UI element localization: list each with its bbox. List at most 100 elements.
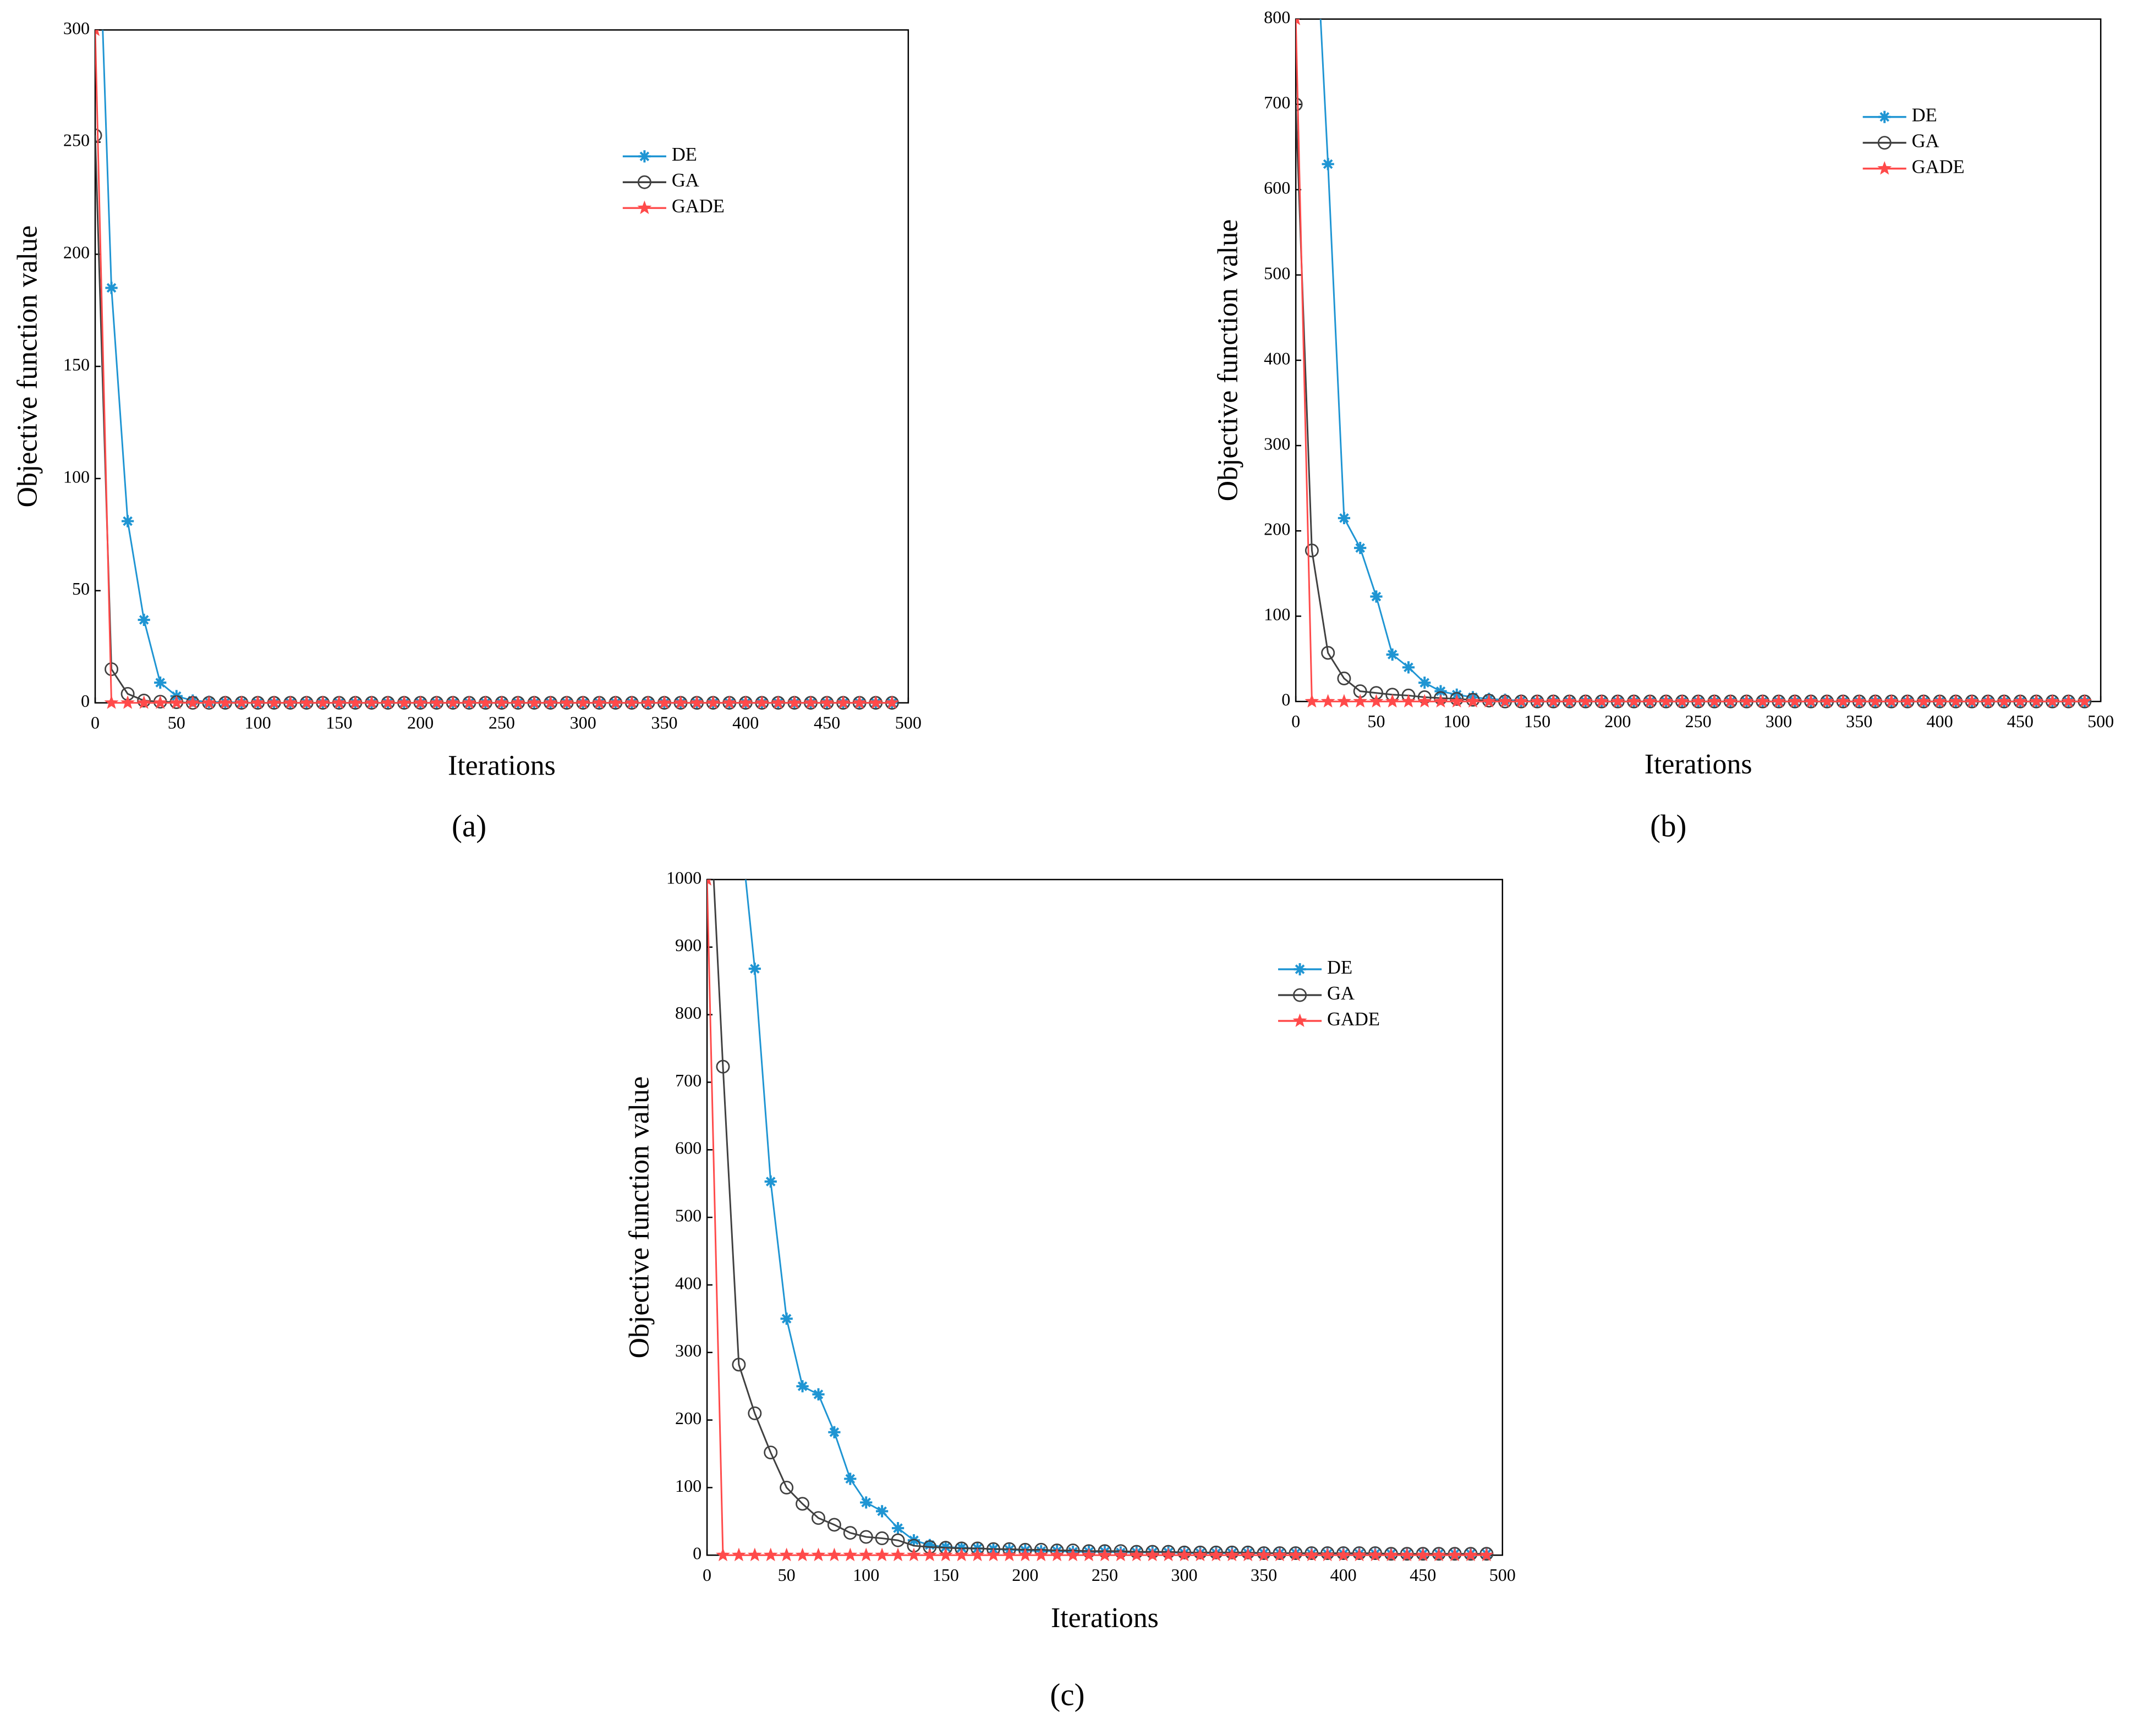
y-tick-label: 150 bbox=[63, 354, 90, 374]
y-tick-label: 200 bbox=[675, 1408, 701, 1428]
legend-label: GADE bbox=[1327, 1009, 1380, 1030]
marker bbox=[2013, 694, 2027, 708]
x-tick-label: 450 bbox=[1410, 1565, 1436, 1585]
marker bbox=[852, 695, 867, 709]
marker bbox=[1900, 694, 1915, 708]
marker bbox=[1418, 677, 1431, 689]
x-tick-label: 500 bbox=[895, 713, 922, 733]
marker bbox=[1241, 1547, 1256, 1562]
marker bbox=[511, 695, 525, 709]
marker bbox=[706, 695, 721, 709]
marker bbox=[494, 695, 509, 709]
marker bbox=[1177, 1547, 1192, 1562]
marker bbox=[970, 1547, 985, 1562]
marker bbox=[2061, 694, 2076, 708]
marker bbox=[169, 695, 184, 709]
legend-entry: GADE bbox=[622, 196, 725, 217]
marker bbox=[1337, 671, 1351, 685]
legend-marker bbox=[1294, 963, 1306, 976]
marker bbox=[764, 1175, 777, 1188]
marker bbox=[299, 695, 314, 709]
marker bbox=[1466, 694, 1481, 708]
marker bbox=[1626, 694, 1641, 708]
marker bbox=[592, 695, 607, 709]
y-axis-label: Objective function value bbox=[623, 1076, 655, 1359]
x-tick-label: 350 bbox=[1251, 1565, 1277, 1585]
x-tick-label: 450 bbox=[814, 713, 840, 733]
marker bbox=[938, 1547, 953, 1562]
panel-label: (b) bbox=[1650, 809, 1686, 844]
marker bbox=[1432, 1547, 1446, 1562]
y-tick-label: 50 bbox=[72, 579, 90, 598]
x-tick-label: 500 bbox=[1489, 1565, 1516, 1585]
x-tick-label: 0 bbox=[91, 713, 100, 733]
marker bbox=[2077, 694, 2092, 708]
marker bbox=[332, 695, 347, 709]
marker bbox=[748, 963, 761, 975]
chart: 0 100 200 300 400 500 600 700 800 0 50 100 150 200 250… bbox=[1212, 7, 2114, 844]
marker bbox=[1884, 694, 1899, 708]
legend-marker bbox=[637, 175, 651, 189]
y-axis-label: Objective function value bbox=[12, 226, 43, 508]
x-tick-label: 450 bbox=[2007, 711, 2034, 731]
marker bbox=[1804, 694, 1818, 708]
marker bbox=[795, 1547, 810, 1562]
x-axis-label: Iterations bbox=[1645, 749, 1752, 780]
marker bbox=[1305, 543, 1319, 558]
marker bbox=[836, 695, 851, 709]
plot-frame bbox=[1295, 18, 2102, 702]
marker bbox=[185, 695, 200, 709]
marker bbox=[1433, 694, 1448, 708]
chart: 0 50 100 150 200 250 300 0 50 100 150 200 250 300 350 4… bbox=[12, 18, 922, 844]
marker bbox=[1642, 694, 1657, 708]
marker bbox=[1320, 1547, 1335, 1562]
x-tick-label: 250 bbox=[489, 713, 515, 733]
marker bbox=[891, 1533, 905, 1547]
marker bbox=[2045, 694, 2060, 708]
x-tick-label: 50 bbox=[778, 1565, 796, 1585]
marker bbox=[1417, 694, 1432, 708]
x-tick-label: 200 bbox=[407, 713, 434, 733]
marker bbox=[859, 1530, 873, 1544]
marker bbox=[803, 695, 818, 709]
marker bbox=[1161, 1547, 1176, 1562]
marker bbox=[1353, 694, 1368, 708]
marker bbox=[1336, 1547, 1351, 1562]
marker bbox=[1177, 1545, 1191, 1559]
x-axis-label: Iterations bbox=[1051, 1602, 1159, 1634]
legend-marker bbox=[1877, 136, 1892, 150]
marker bbox=[1370, 590, 1383, 603]
marker bbox=[891, 1521, 905, 1535]
marker bbox=[731, 1547, 746, 1562]
marker bbox=[748, 1406, 762, 1420]
marker bbox=[1354, 542, 1367, 554]
marker bbox=[1385, 694, 1400, 708]
x-tick-label: 200 bbox=[1012, 1565, 1038, 1585]
marker bbox=[716, 1059, 730, 1074]
y-tick-label: 500 bbox=[675, 1205, 701, 1225]
plot-area bbox=[1296, 19, 2092, 708]
x-tick-label: 400 bbox=[732, 713, 759, 733]
marker bbox=[827, 1547, 842, 1562]
marker bbox=[1788, 694, 1802, 708]
legend-label: DE bbox=[1327, 957, 1352, 978]
marker bbox=[689, 695, 704, 709]
marker bbox=[868, 695, 883, 709]
plot-area bbox=[707, 880, 1494, 1562]
marker bbox=[1296, 97, 1303, 112]
marker bbox=[812, 1388, 825, 1401]
marker bbox=[429, 695, 444, 709]
x-tick-label: 0 bbox=[703, 1565, 711, 1585]
marker bbox=[1113, 1547, 1128, 1562]
marker bbox=[1352, 1547, 1367, 1562]
x-tick-label: 100 bbox=[1444, 711, 1470, 731]
marker bbox=[796, 1380, 809, 1393]
x-tick-label: 50 bbox=[168, 713, 185, 733]
marker bbox=[136, 695, 151, 709]
marker bbox=[624, 695, 639, 709]
marker bbox=[876, 1505, 889, 1518]
marker bbox=[811, 1547, 826, 1562]
marker bbox=[1129, 1547, 1144, 1562]
marker bbox=[820, 695, 835, 709]
marker bbox=[1304, 1547, 1319, 1562]
